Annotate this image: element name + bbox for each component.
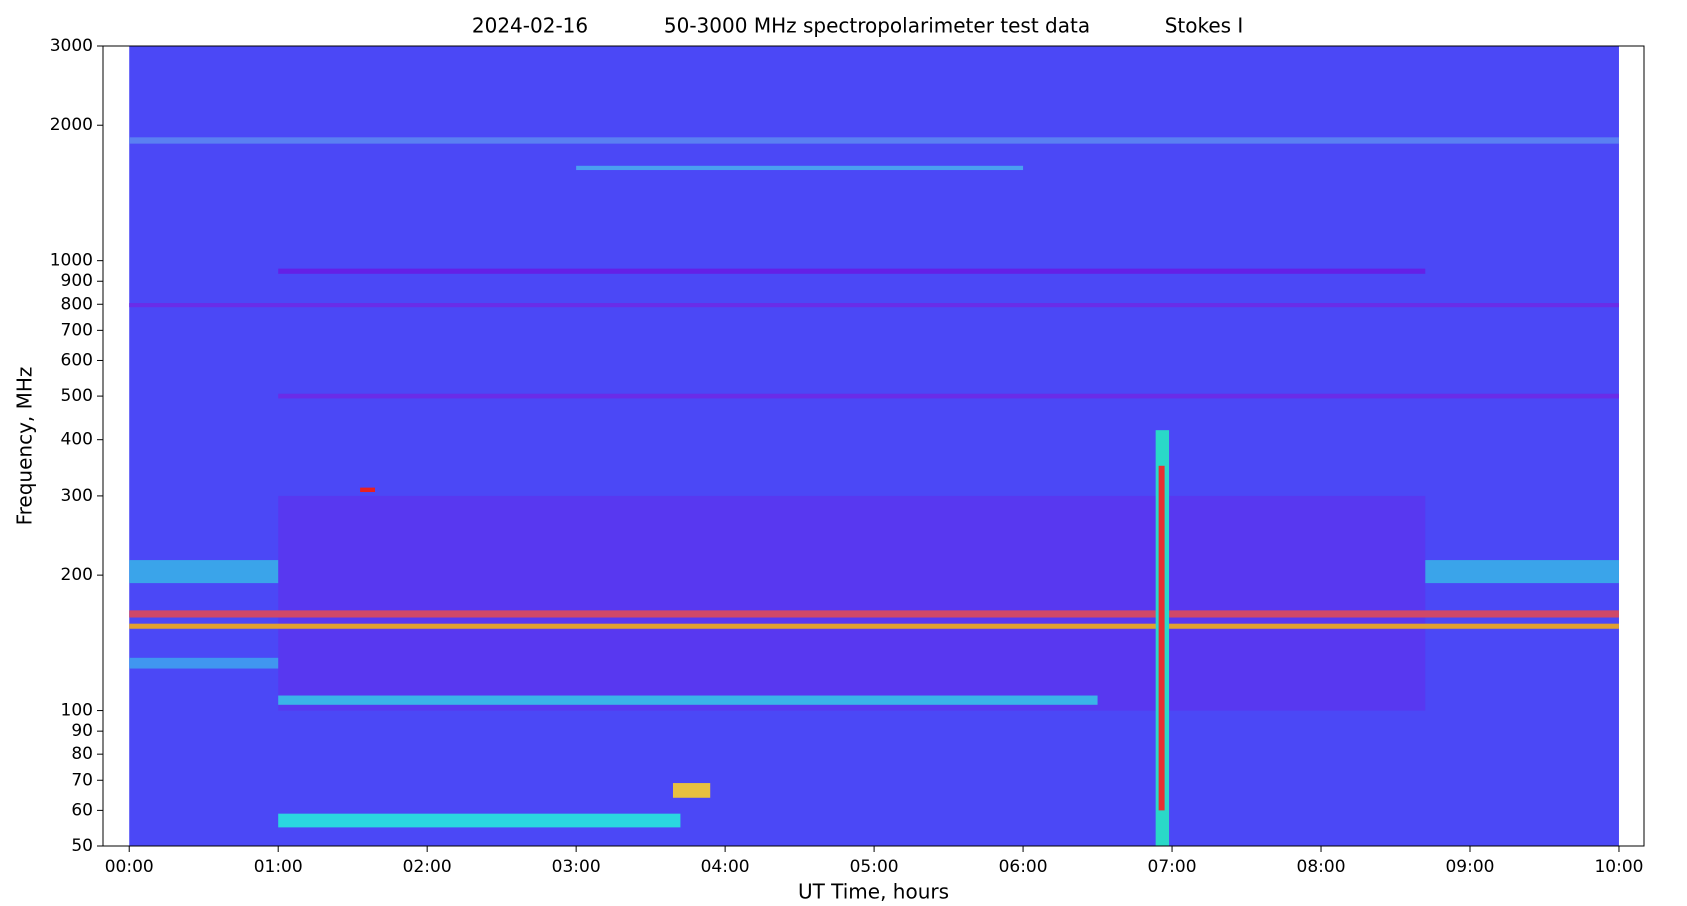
y-tick-label: 900 bbox=[61, 271, 93, 291]
x-tick-label: 03:00 bbox=[552, 857, 601, 877]
y-tick-label: 2000 bbox=[50, 115, 93, 135]
y-tick-label: 200 bbox=[61, 565, 93, 585]
y-tick-label: 500 bbox=[61, 386, 93, 406]
spectrogram-feature bbox=[1425, 560, 1619, 584]
spectrogram-feature bbox=[278, 813, 681, 828]
chart-title: Stokes I bbox=[1165, 14, 1244, 38]
x-axis-label: UT Time, hours bbox=[798, 880, 949, 904]
spectrogram-feature bbox=[129, 303, 1619, 308]
y-tick-label: 300 bbox=[61, 486, 93, 506]
spectrogram-feature bbox=[360, 487, 376, 493]
spectrogram-feature bbox=[672, 783, 711, 798]
y-tick-label: 800 bbox=[61, 294, 93, 314]
spectrogram-feature bbox=[129, 560, 279, 584]
spectrogram-background bbox=[129, 46, 1619, 846]
y-tick-label: 70 bbox=[71, 770, 93, 790]
x-tick-label: 05:00 bbox=[850, 857, 899, 877]
spectrogram-feature bbox=[1158, 465, 1165, 811]
x-tick-label: 10:00 bbox=[1594, 857, 1643, 877]
spectrogram-feature bbox=[278, 393, 1619, 399]
y-tick-label: 400 bbox=[61, 430, 93, 450]
x-tick-label: 09:00 bbox=[1445, 857, 1494, 877]
chart-title: 2024-02-16 bbox=[472, 14, 588, 38]
spectrogram-feature bbox=[576, 165, 1024, 171]
x-tick-label: 01:00 bbox=[254, 857, 303, 877]
y-axis-label: Frequency, MHz bbox=[13, 367, 37, 526]
y-tick-label: 100 bbox=[61, 701, 93, 721]
x-tick-label: 07:00 bbox=[1148, 857, 1197, 877]
y-tick-label: 1000 bbox=[50, 251, 93, 271]
spectrogram-feature bbox=[129, 623, 1619, 629]
y-tick-label: 3000 bbox=[50, 36, 93, 56]
y-tick-label: 700 bbox=[61, 320, 93, 340]
x-tick-label: 00:00 bbox=[105, 857, 154, 877]
x-tick-label: 04:00 bbox=[701, 857, 750, 877]
spectrogram-feature bbox=[129, 657, 279, 669]
chart-title: 50-3000 MHz spectropolarimeter test data bbox=[664, 14, 1090, 38]
spectrogram-feature bbox=[278, 695, 1098, 705]
spectrogram-feature bbox=[278, 268, 1426, 274]
x-tick-label: 08:00 bbox=[1297, 857, 1346, 877]
y-tick-label: 90 bbox=[71, 721, 93, 741]
x-tick-label: 06:00 bbox=[999, 857, 1048, 877]
y-tick-label: 60 bbox=[71, 800, 93, 820]
spectrogram-feature bbox=[129, 610, 1619, 618]
y-tick-label: 80 bbox=[71, 744, 93, 764]
y-tick-label: 50 bbox=[71, 836, 93, 856]
spectrogram-feature bbox=[129, 137, 1619, 144]
x-tick-label: 02:00 bbox=[403, 857, 452, 877]
plot-frame bbox=[102, 45, 1645, 847]
spectrogram-feature bbox=[278, 495, 1426, 711]
y-tick-label: 600 bbox=[61, 350, 93, 370]
